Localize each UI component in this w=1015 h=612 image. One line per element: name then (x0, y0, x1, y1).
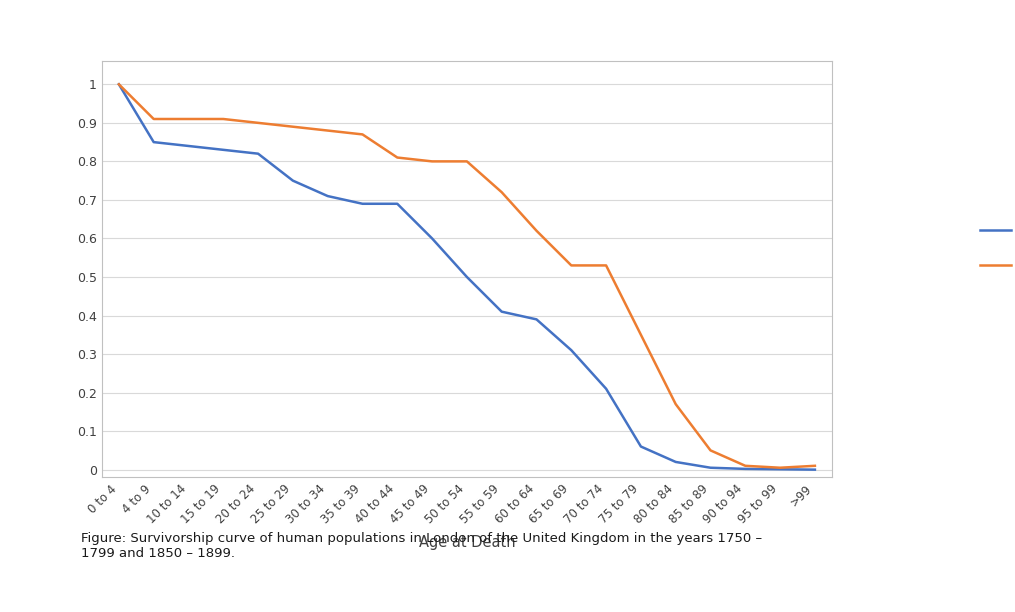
1750-1799 (495, 308, 508, 315)
Line: 1750-1799: 1750-1799 (119, 84, 815, 469)
1850-1899 (600, 262, 612, 269)
1750-1799 (600, 385, 612, 392)
1850-1899 (252, 119, 264, 127)
1750-1799 (391, 200, 403, 207)
1850-1899 (356, 131, 368, 138)
1850-1899 (287, 123, 299, 130)
1750-1799 (531, 316, 543, 323)
1750-1799 (113, 81, 125, 88)
1850-1899 (634, 331, 647, 338)
1750-1799 (809, 466, 821, 473)
Text: Figure: Survivorship curve of human populations in London of the United Kingdom : Figure: Survivorship curve of human popu… (81, 532, 762, 561)
1850-1899 (217, 115, 229, 122)
1750-1799 (147, 138, 159, 146)
1850-1899 (495, 188, 508, 196)
1850-1899 (147, 115, 159, 122)
1850-1899 (809, 462, 821, 469)
1850-1899 (670, 400, 682, 408)
1750-1799 (252, 150, 264, 157)
1850-1899 (565, 262, 578, 269)
1750-1799 (183, 143, 195, 150)
1850-1899 (391, 154, 403, 161)
1850-1899 (739, 462, 751, 469)
1850-1899 (774, 464, 787, 471)
1750-1799 (634, 443, 647, 450)
Line: 1850-1899: 1850-1899 (119, 84, 815, 468)
1750-1799 (426, 235, 438, 242)
1750-1799 (739, 465, 751, 472)
1750-1799 (356, 200, 368, 207)
1850-1899 (531, 227, 543, 234)
1750-1799 (322, 192, 334, 200)
1750-1799 (287, 177, 299, 184)
1750-1799 (774, 466, 787, 473)
1750-1799 (461, 274, 473, 281)
1850-1899 (322, 127, 334, 134)
1750-1799 (217, 146, 229, 154)
1750-1799 (565, 346, 578, 354)
1750-1799 (670, 458, 682, 466)
Legend: 1750-1799, 1850-1899: 1750-1799, 1850-1899 (974, 218, 1015, 278)
1850-1899 (183, 115, 195, 122)
1850-1899 (113, 81, 125, 88)
1850-1899 (461, 158, 473, 165)
1750-1799 (704, 464, 717, 471)
1850-1899 (704, 447, 717, 454)
1850-1899 (426, 158, 438, 165)
X-axis label: Age at Death: Age at Death (418, 534, 516, 550)
